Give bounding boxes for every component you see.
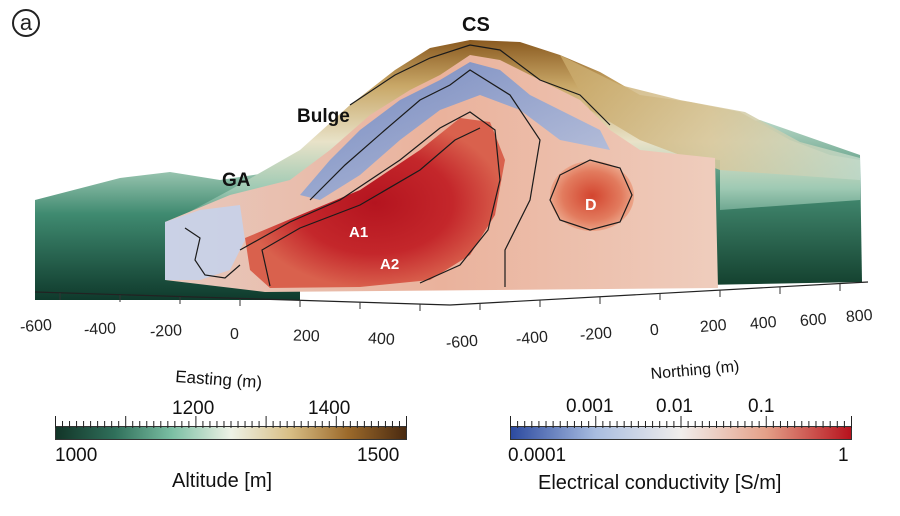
anomaly-a1-label: A1 bbox=[349, 224, 369, 241]
anomaly-a bbox=[245, 118, 505, 288]
altitude-inner-label-1: 1200 bbox=[172, 398, 215, 419]
easting-tick-label: -400 bbox=[83, 320, 117, 339]
easting-tick-label: -600 bbox=[19, 316, 53, 337]
conductivity-colorbar-ticks bbox=[510, 416, 852, 428]
northing-tick-label: 600 bbox=[799, 310, 828, 331]
contour-2 bbox=[261, 127, 481, 287]
northing-tick-label: 0 bbox=[649, 321, 660, 340]
anomaly-a2-label: A2 bbox=[380, 256, 400, 273]
panel-label-text: a bbox=[19, 10, 33, 35]
contour-4 bbox=[549, 159, 633, 231]
bulge-label: Bulge bbox=[297, 106, 350, 127]
anomaly-d bbox=[550, 161, 634, 231]
northing-tick-label: 800 bbox=[845, 306, 874, 327]
base-tick-marks bbox=[59, 284, 841, 311]
panel-label: a bbox=[12, 9, 40, 37]
contour-1 bbox=[239, 111, 501, 284]
northing-tick-label: -400 bbox=[515, 328, 549, 349]
conductivity-inner-label-2: 0.01 bbox=[656, 396, 693, 417]
summit-label: CS bbox=[462, 14, 490, 36]
resistive-zone bbox=[300, 62, 610, 200]
conductivity-min-label: 0.0001 bbox=[508, 445, 567, 466]
conductivity-inner-label-3: 0.1 bbox=[748, 396, 775, 417]
northing-tick-label: -200 bbox=[579, 324, 613, 345]
easting-tick-label: 400 bbox=[367, 330, 396, 349]
altitude-max-label: 1500 bbox=[357, 445, 400, 466]
altitude-inner-label-2: 1400 bbox=[308, 398, 351, 419]
conductivity-max-label: 1 bbox=[838, 445, 849, 466]
ga-label: GA bbox=[222, 170, 251, 191]
contour-6 bbox=[184, 227, 241, 279]
contour-5 bbox=[349, 44, 611, 126]
easting-axis-line bbox=[34, 291, 451, 306]
northing-axis-line bbox=[449, 281, 869, 306]
altitude-min-label: 1000 bbox=[55, 445, 98, 466]
conductivity-inner-label-1: 0.001 bbox=[566, 396, 614, 417]
resistive-zone-left bbox=[165, 205, 245, 280]
right-slope bbox=[560, 55, 860, 180]
anomaly-d-label: D bbox=[585, 197, 597, 214]
altitude-bar-title: Altitude [m] bbox=[172, 470, 273, 492]
altitude-colorbar-ticks bbox=[55, 416, 407, 428]
northing-tick-label: -600 bbox=[445, 332, 479, 353]
easting-tick-label: -200 bbox=[149, 322, 183, 341]
easting-tick-label: 0 bbox=[230, 326, 239, 343]
conductivity-bar-title: Electrical conductivity [S/m] bbox=[538, 472, 782, 494]
contour-3 bbox=[309, 69, 541, 287]
northing-tick-label: 400 bbox=[749, 313, 778, 334]
northing-tick-label: 200 bbox=[699, 316, 728, 337]
easting-tick-label: 200 bbox=[292, 327, 321, 346]
